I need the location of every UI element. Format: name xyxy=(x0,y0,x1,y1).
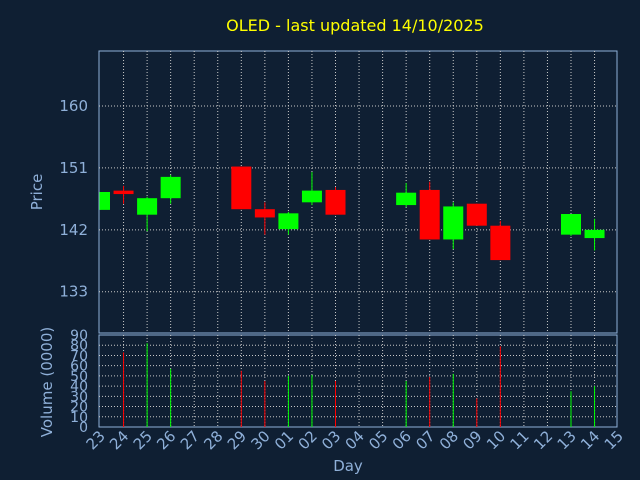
candle-body xyxy=(254,209,275,218)
chart-title: OLED - last updated 14/10/2025 xyxy=(226,16,484,35)
price-tick-label: 133 xyxy=(59,283,88,301)
volume-plot-frame xyxy=(98,334,618,428)
price-tick-label: 142 xyxy=(59,221,88,239)
volume-tick-label: 70 xyxy=(70,348,88,364)
candle-body xyxy=(561,214,581,235)
volume-tick-label: 60 xyxy=(70,359,88,375)
candle-body xyxy=(490,225,511,261)
candle-body xyxy=(301,190,322,203)
price-axis-label: Price xyxy=(28,174,46,211)
volume-tick-label: 10 xyxy=(70,410,88,426)
volume-tick-label: 20 xyxy=(70,400,88,416)
volume-tick-label: 80 xyxy=(70,338,88,354)
price-plot-frame xyxy=(98,50,618,334)
x-axis-label: Day xyxy=(333,457,363,475)
volume-tick-label: 40 xyxy=(70,379,88,395)
candle-body xyxy=(231,166,252,210)
candle-body xyxy=(419,189,440,240)
candle-body xyxy=(113,190,134,195)
price-tick-label: 160 xyxy=(59,97,88,115)
volume-tick-label: 50 xyxy=(70,369,88,385)
candle-body xyxy=(278,213,299,230)
candle-body xyxy=(137,198,158,215)
candle-body xyxy=(100,192,110,210)
candle-body xyxy=(443,206,464,240)
volume-tick-label: 30 xyxy=(70,389,88,405)
volume-axis-label: Volume (0000) xyxy=(38,327,56,437)
price-tick-label: 151 xyxy=(59,159,88,177)
candle-body xyxy=(466,203,487,226)
price-panel: 133 142 151 160 Price xyxy=(28,50,618,334)
day-axis-ticks: 2324252627282930010203040506070809101112… xyxy=(83,427,627,453)
candle-body xyxy=(325,189,346,215)
candle-body xyxy=(584,229,605,239)
volume-tick-label: 90 xyxy=(70,328,88,344)
volume-tick-label: 0 xyxy=(79,420,88,436)
candle-body xyxy=(396,192,417,206)
candle-body xyxy=(160,176,181,199)
